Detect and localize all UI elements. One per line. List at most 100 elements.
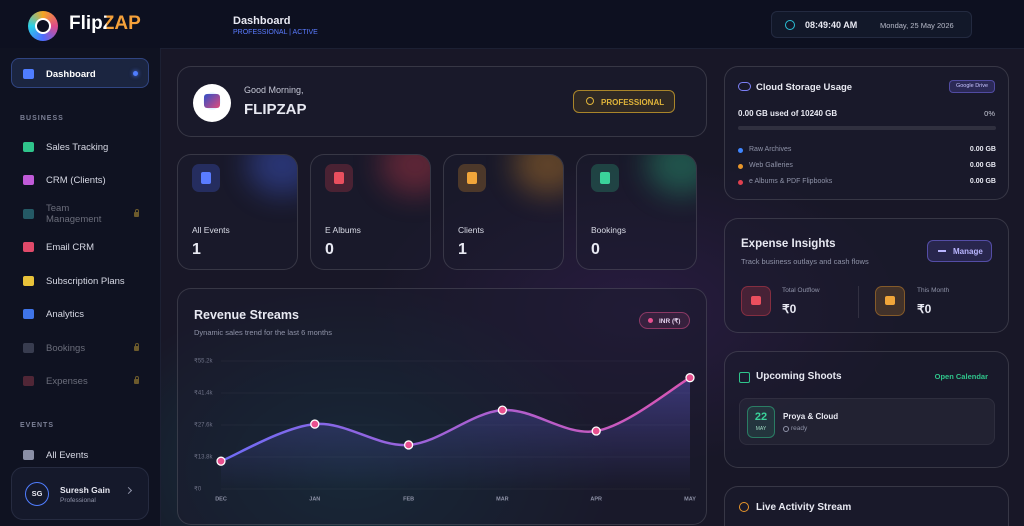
storage-item-value: 0.00 GB — [969, 162, 996, 169]
nav-label: Expenses — [46, 375, 88, 387]
storage-used: 0.00 GB used of 10240 GB — [738, 109, 838, 118]
stat-value: 1 — [192, 241, 201, 258]
storage-item-label: Web Galleries — [749, 162, 793, 169]
chart-title: Revenue Streams — [194, 308, 299, 322]
manage-arrow — [938, 250, 946, 252]
stat-label: Bookings — [591, 225, 626, 235]
manage-button[interactable] — [927, 240, 992, 262]
x-tick-label: MAY — [684, 496, 696, 502]
storage-item-label: Raw Archives — [749, 146, 792, 153]
nav-label: Bookings — [46, 342, 86, 354]
lock-icon — [134, 209, 139, 217]
stat-icon — [192, 164, 220, 192]
welcome-card — [177, 66, 707, 137]
y-tick-label: ₹13.8k — [194, 454, 213, 461]
chart-subtitle: Dynamic sales trend for the last 6 month… — [194, 328, 332, 337]
y-tick-label: ₹41.4k — [194, 390, 213, 397]
outflow-value: ₹0 — [782, 302, 797, 316]
x-tick-label: JAN — [309, 496, 320, 502]
lock-icon — [134, 343, 139, 351]
y-tick-label: ₹0 — [194, 486, 202, 493]
nav-item[interactable]: Expenses — [23, 374, 151, 388]
stat-glow — [247, 155, 297, 195]
legend-dot — [738, 164, 743, 169]
stat-card[interactable]: All Events 1 — [177, 154, 298, 270]
activity-icon — [739, 502, 749, 512]
nav-item[interactable]: All Events — [23, 448, 151, 462]
data-point — [310, 419, 320, 429]
stat-icon — [591, 164, 619, 192]
nav-item[interactable]: Sales Tracking — [23, 140, 151, 154]
page-title: Dashboard — [233, 15, 291, 27]
shoot-day: 22 — [754, 411, 768, 423]
outflow-icon-glyph — [751, 296, 761, 305]
nav-icon — [23, 309, 34, 319]
month-label: This Month — [917, 287, 950, 294]
shoot-name: Proya & Cloud — [783, 412, 839, 421]
nav-icon — [23, 175, 34, 185]
nav-icon — [23, 276, 34, 286]
nav-icon — [23, 242, 34, 252]
stat-glow — [380, 155, 430, 195]
stat-icon — [325, 164, 353, 192]
cloud-icon — [738, 82, 751, 91]
clock-box — [771, 11, 972, 38]
shoot-status: ready — [791, 425, 808, 432]
nav-dashboard[interactable]: Dashboard — [23, 67, 151, 81]
x-tick-label: APR — [590, 496, 602, 502]
section-title: BUSINESS — [20, 115, 64, 122]
nav-label: Email CRM — [46, 241, 95, 253]
data-point — [497, 405, 508, 415]
lock-icon — [134, 376, 139, 384]
nav-item[interactable]: Bookings — [23, 341, 151, 355]
user-avatar: SG — [25, 482, 49, 506]
calendar-link[interactable]: Open Calendar — [934, 372, 988, 381]
nav-icon — [23, 376, 34, 386]
provider-badge[interactable]: Google Drive — [949, 80, 995, 93]
welcome-avatar-mark — [204, 94, 220, 108]
expense-title: Expense Insights — [741, 238, 836, 250]
user-role: Professional — [60, 497, 96, 504]
nav-item[interactable]: Subscription Plans — [23, 274, 151, 288]
storage-title: Cloud Storage Usage — [756, 82, 853, 93]
nav-label: Dashboard — [46, 68, 96, 80]
nav-icon — [23, 69, 34, 79]
stat-card[interactable]: Bookings 0 — [576, 154, 697, 270]
data-point — [591, 426, 601, 436]
currency-badge[interactable] — [639, 312, 690, 329]
manage-label: Manage — [953, 247, 983, 256]
plan-badge[interactable] — [573, 90, 675, 113]
nav-label: Analytics — [46, 308, 85, 320]
nav-icon — [23, 343, 34, 353]
nav-item[interactable]: Email CRM — [23, 240, 151, 254]
stat-card[interactable]: E Albums 0 — [310, 154, 431, 270]
nav-item[interactable]: Analytics — [23, 307, 151, 321]
plan-badge-icon — [586, 97, 594, 105]
storage-item-label: e Albums & PDF Flipbooks — [749, 178, 833, 185]
storage-percent: 0% — [984, 109, 995, 118]
nav-label: All Events — [46, 449, 89, 461]
storage-card — [724, 66, 1009, 200]
section-title: EVENTS — [20, 422, 55, 429]
nav-item[interactable]: CRM (Clients) — [23, 173, 151, 187]
nav-item[interactable]: Team Management — [23, 203, 151, 225]
x-tick-label: FEB — [403, 496, 414, 502]
expense-divider — [858, 286, 859, 318]
stat-label: Clients — [458, 225, 484, 235]
data-point — [685, 373, 695, 383]
stat-label: E Albums — [325, 225, 361, 235]
clock-time[interactable]: 08:49:40 AM — [805, 20, 858, 30]
calendar-icon — [739, 372, 750, 383]
shoots-title: Upcoming Shoots — [756, 371, 842, 382]
currency-dot — [648, 318, 653, 323]
plan-badge-label: PROFESSIONAL — [601, 98, 665, 107]
nav-label: Subscription Plans — [46, 275, 125, 287]
x-tick-label: DEC — [215, 496, 227, 502]
shoot-status-icon — [783, 426, 789, 432]
stat-card[interactable]: Clients 1 — [443, 154, 564, 270]
revenue-chart: ₹0 ₹13.8k ₹27.6k ₹41.4k ₹55.2k DEC JAN FEB MAR AP… — [194, 358, 696, 503]
shoot-item[interactable] — [739, 398, 995, 445]
nav-active[interactable] — [11, 58, 149, 88]
